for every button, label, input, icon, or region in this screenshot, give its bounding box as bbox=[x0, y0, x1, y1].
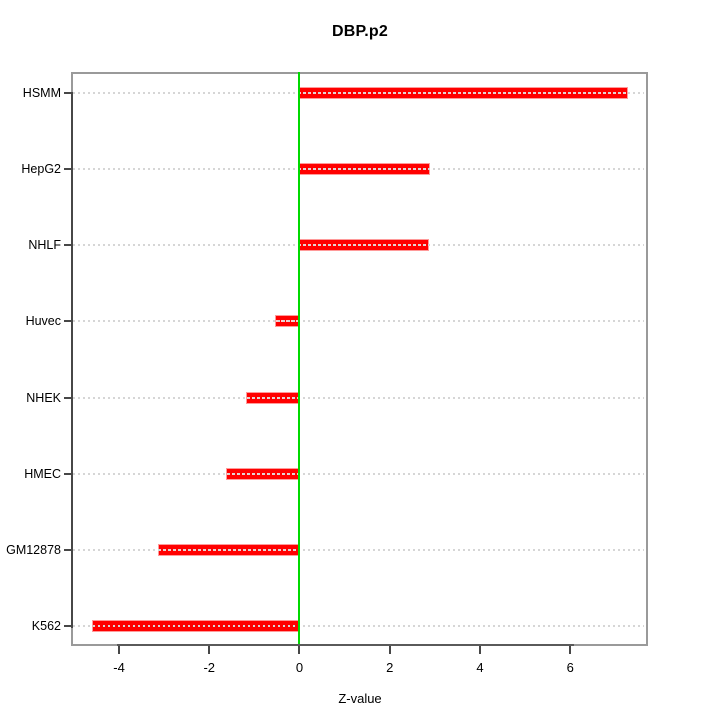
x-axis-title: Z-value bbox=[338, 691, 382, 706]
x-axis-tick bbox=[208, 646, 211, 654]
grid-line bbox=[73, 396, 644, 399]
y-axis-tick bbox=[64, 244, 72, 247]
grid-line bbox=[73, 168, 644, 171]
category-label: NHEK bbox=[26, 390, 61, 405]
category-label: NHLF bbox=[28, 238, 61, 253]
x-axis-tick bbox=[478, 646, 481, 654]
category-label: GM12878 bbox=[6, 542, 61, 557]
grid-line bbox=[73, 472, 644, 475]
y-axis-tick bbox=[64, 472, 72, 475]
y-axis-tick bbox=[64, 168, 72, 171]
category-label: HepG2 bbox=[21, 162, 61, 177]
x-axis-tick-label: 2 bbox=[386, 660, 394, 675]
y-axis-tick bbox=[64, 92, 72, 94]
x-axis-tick-label: -2 bbox=[203, 660, 216, 675]
x-axis-tick-label: 4 bbox=[476, 660, 484, 675]
category-label: HMEC bbox=[24, 466, 61, 481]
zero-reference-line bbox=[298, 72, 301, 646]
y-axis-line bbox=[71, 92, 73, 628]
x-axis-tick-label: 6 bbox=[566, 660, 574, 675]
x-axis-line bbox=[117, 644, 574, 646]
grid-line bbox=[73, 320, 644, 323]
x-axis-tick bbox=[388, 646, 391, 654]
x-axis-tick bbox=[569, 646, 572, 654]
y-axis-tick bbox=[64, 624, 72, 627]
plot-area bbox=[71, 72, 648, 646]
grid-line bbox=[73, 92, 644, 94]
category-label: HSMM bbox=[22, 86, 61, 100]
category-label: Huvec bbox=[25, 314, 61, 329]
chart-title: DBP.p2 bbox=[331, 23, 389, 40]
x-axis-tick-label: 0 bbox=[295, 660, 304, 675]
y-axis-tick bbox=[64, 320, 72, 323]
x-axis-tick bbox=[118, 646, 121, 654]
x-axis-tick bbox=[298, 646, 301, 654]
grid-line bbox=[73, 624, 644, 627]
grid-line bbox=[73, 548, 644, 551]
y-axis-tick bbox=[64, 548, 72, 551]
grid-line bbox=[73, 244, 644, 247]
y-axis-tick bbox=[64, 396, 72, 399]
category-label: K562 bbox=[31, 618, 61, 633]
x-axis-tick-label: -4 bbox=[113, 660, 125, 675]
